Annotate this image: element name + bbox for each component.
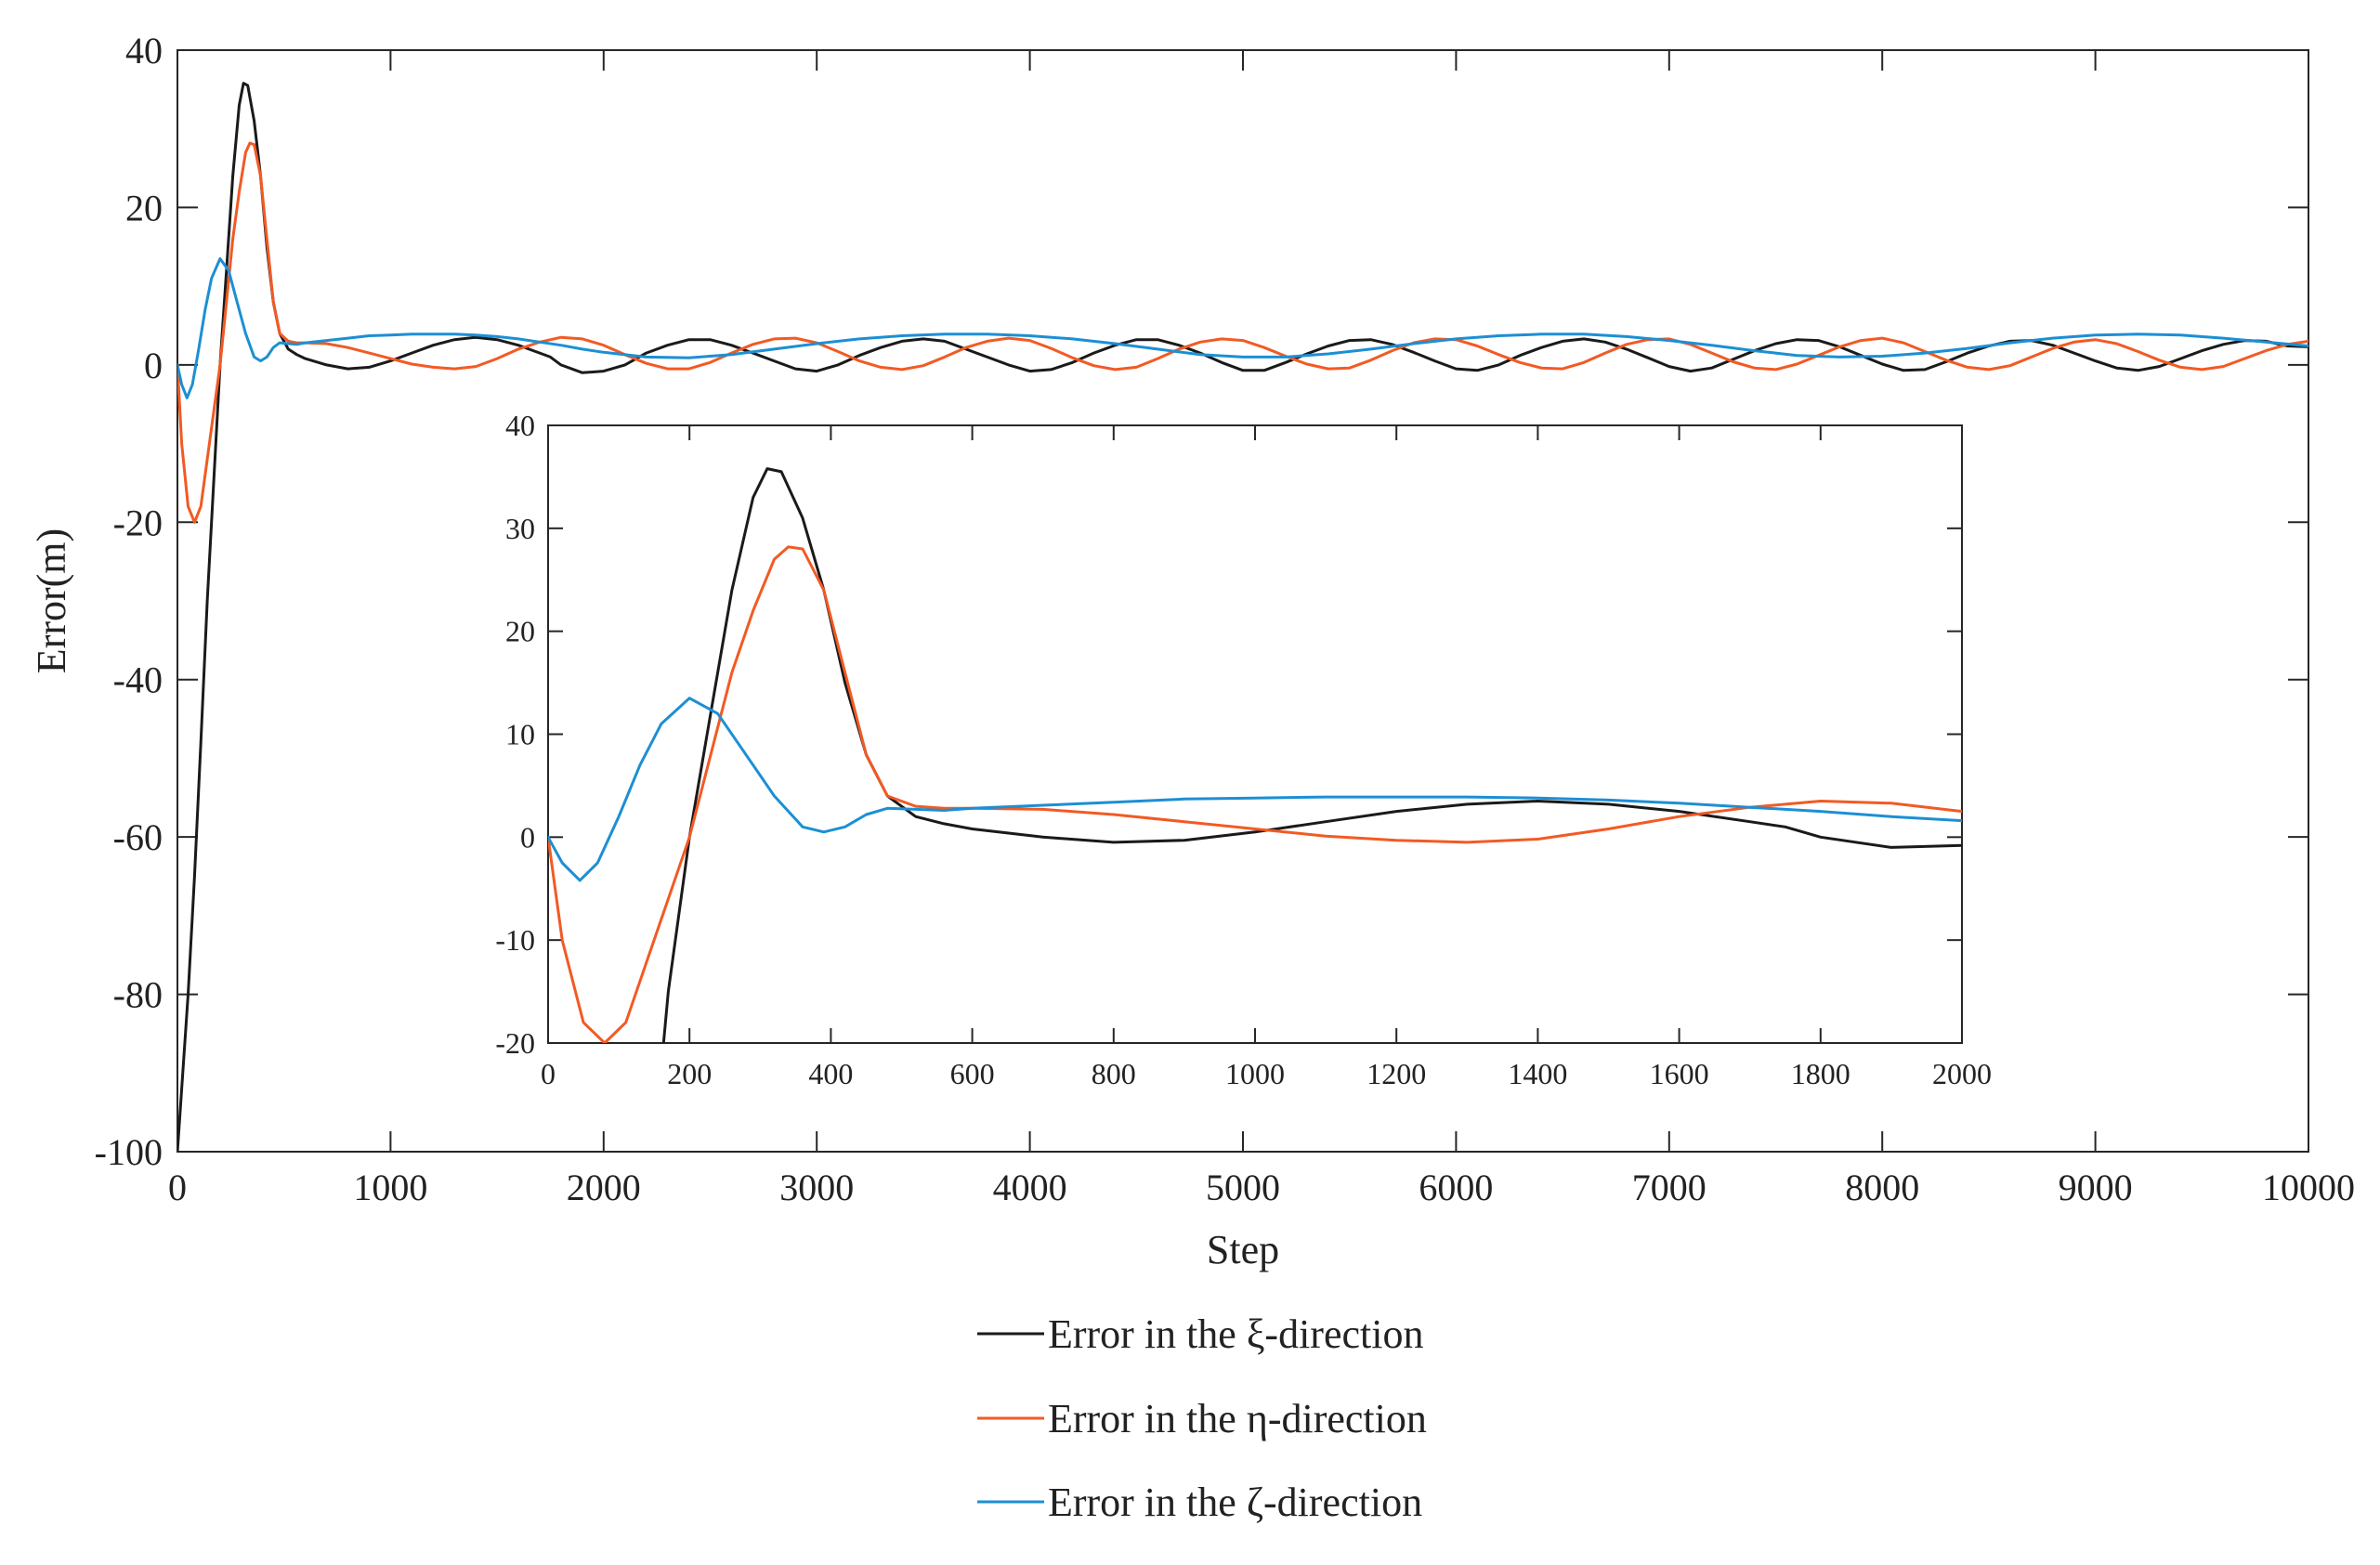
inset-x-tick-label: 0 bbox=[541, 1057, 556, 1090]
legend-label-zeta: Error in the ζ-direction bbox=[1048, 1480, 1422, 1525]
main-y-tick-label: -80 bbox=[113, 974, 163, 1016]
main-x-tick-label: 0 bbox=[168, 1167, 187, 1208]
inset-y-tick-label: 40 bbox=[505, 409, 535, 442]
inset-plot-area bbox=[547, 424, 1963, 1044]
inset-y-tick-label: -20 bbox=[495, 1026, 535, 1060]
main-y-tick-label: 0 bbox=[144, 345, 163, 386]
main-x-tick-label: 7000 bbox=[1632, 1167, 1707, 1208]
inset-x-tick-label: 1600 bbox=[1650, 1057, 1709, 1090]
main-y-tick-label: -100 bbox=[95, 1131, 163, 1173]
x-axis-label: Step bbox=[1207, 1227, 1279, 1272]
legend-label-xi: Error in the ξ-direction bbox=[1048, 1311, 1423, 1357]
main-axis-ticks: 0 1000 2000 3000 4000 5000 6000 7000 8000 9000 100… bbox=[95, 30, 2355, 1208]
inset-y-tick-label: 0 bbox=[520, 820, 535, 854]
main-series-line-xi bbox=[177, 82, 2308, 1152]
inset-x-tick-label: 200 bbox=[667, 1057, 712, 1090]
inset-x-tick-label: 400 bbox=[808, 1057, 853, 1090]
main-x-tick-label: 4000 bbox=[993, 1167, 1067, 1208]
legend: Error in the ξ-direction Error in the η-… bbox=[977, 1311, 1427, 1525]
main-x-tick-label: 3000 bbox=[779, 1167, 854, 1208]
main-series-group bbox=[177, 82, 2308, 1152]
inset-x-tick-label: 1800 bbox=[1791, 1057, 1850, 1090]
main-x-tick-label: 9000 bbox=[2059, 1167, 2133, 1208]
main-x-tick-label: 6000 bbox=[1419, 1167, 1493, 1208]
inset-x-tick-label: 2000 bbox=[1932, 1057, 1992, 1090]
main-series-line-zeta bbox=[177, 257, 2308, 399]
main-y-tick-label: -20 bbox=[113, 502, 163, 543]
legend-label-eta: Error in the η-direction bbox=[1048, 1396, 1427, 1441]
inset-axis-ticks: 0 200 400 600 800 1000 1200 1400 1600 1800 2000-20… bbox=[495, 409, 1992, 1090]
main-y-tick-label: 40 bbox=[125, 30, 163, 72]
inset-x-tick-label: 600 bbox=[950, 1057, 995, 1090]
main-x-tick-label: 8000 bbox=[1845, 1167, 1919, 1208]
inset-x-tick-label: 800 bbox=[1092, 1057, 1136, 1090]
inset-series-line-eta bbox=[548, 545, 1962, 1043]
inset-y-tick-label: 20 bbox=[505, 615, 535, 648]
inset-series-group bbox=[548, 467, 1962, 1043]
inset-series-line-zeta bbox=[548, 697, 1962, 882]
y-axis-label: Error(m) bbox=[29, 528, 74, 673]
main-x-tick-label: 10000 bbox=[2262, 1167, 2355, 1208]
main-x-tick-label: 1000 bbox=[353, 1167, 427, 1208]
inset-x-tick-label: 1400 bbox=[1508, 1057, 1567, 1090]
inset-series-line-xi bbox=[661, 467, 1962, 1043]
main-y-tick-label: -60 bbox=[113, 816, 163, 858]
inset-x-tick-label: 1000 bbox=[1225, 1057, 1285, 1090]
inset-y-tick-label: 10 bbox=[505, 718, 535, 751]
inset-y-tick-label: 30 bbox=[505, 512, 535, 545]
inset-x-tick-label: 1200 bbox=[1367, 1057, 1426, 1090]
main-series-line-eta bbox=[177, 141, 2308, 524]
main-x-tick-label: 2000 bbox=[567, 1167, 641, 1208]
inset-y-tick-label: -10 bbox=[495, 923, 535, 957]
main-y-tick-label: 20 bbox=[125, 187, 163, 228]
main-y-tick-label: -40 bbox=[113, 659, 163, 701]
main-x-tick-label: 5000 bbox=[1206, 1167, 1280, 1208]
